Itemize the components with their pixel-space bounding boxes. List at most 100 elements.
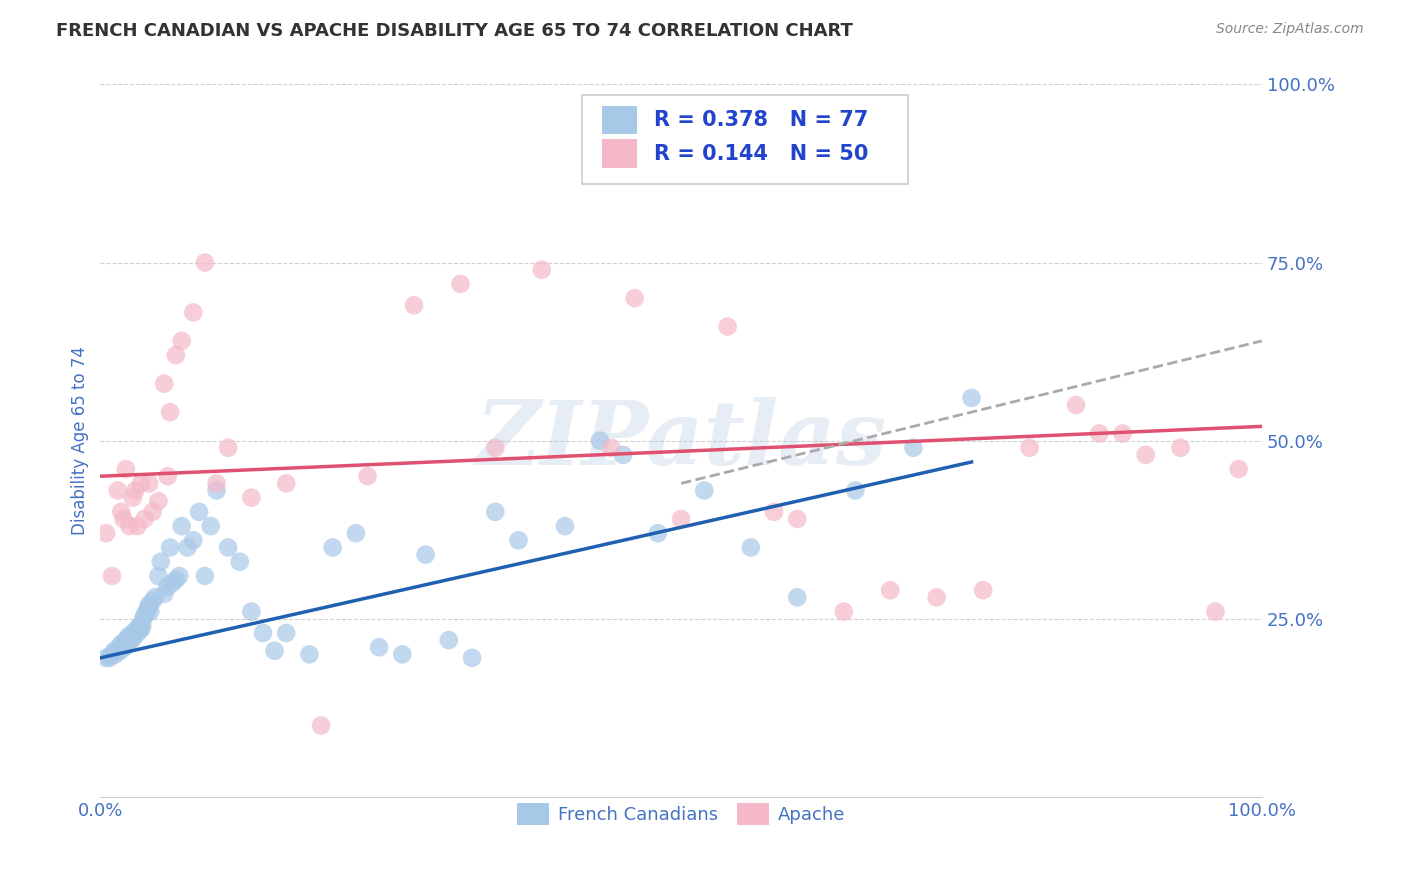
Point (104, 648, 127, 662)
Point (276, 626, 298, 640)
Point (217, 541, 239, 555)
Point (194, 255, 217, 269)
Point (101, 569, 124, 583)
Point (530, 262, 553, 277)
Point (484, 505, 506, 519)
Point (181, 533, 204, 548)
Point (165, 573, 187, 587)
Point (461, 651, 484, 665)
Point (200, 519, 222, 533)
Point (124, 626, 146, 640)
Point (124, 483, 146, 498)
Point (229, 555, 252, 569)
Point (110, 505, 132, 519)
Point (122, 630, 145, 644)
Point (159, 541, 181, 555)
Point (112, 637, 135, 651)
Point (127, 519, 149, 533)
Point (181, 305, 204, 319)
Point (153, 376, 176, 391)
Point (118, 519, 141, 533)
Point (415, 548, 437, 562)
Text: ZIPatlas: ZIPatlas (475, 397, 887, 483)
Point (217, 441, 239, 455)
Point (437, 633, 460, 648)
Point (693, 483, 716, 498)
Point (1018, 441, 1040, 455)
Point (121, 633, 143, 648)
Point (134, 608, 156, 623)
Point (139, 605, 162, 619)
Point (149, 555, 172, 569)
Point (111, 640, 134, 655)
Point (449, 277, 471, 291)
Point (131, 619, 153, 633)
Point (903, 441, 925, 455)
Point (120, 630, 142, 644)
Point (135, 605, 157, 619)
Point (647, 526, 669, 541)
Point (1135, 448, 1157, 462)
Text: Source: ZipAtlas.com: Source: ZipAtlas.com (1216, 22, 1364, 37)
Point (125, 623, 148, 637)
Point (129, 623, 152, 637)
Point (107, 644, 129, 658)
Point (138, 598, 160, 612)
Point (108, 640, 131, 655)
Point (879, 583, 901, 598)
FancyBboxPatch shape (602, 139, 637, 168)
Point (716, 319, 738, 334)
Text: FRENCH CANADIAN VS APACHE DISABILITY AGE 65 TO 74 CORRELATION CHART: FRENCH CANADIAN VS APACHE DISABILITY AGE… (56, 22, 853, 40)
Point (169, 569, 191, 583)
Point (508, 533, 530, 548)
Point (322, 541, 344, 555)
Point (240, 605, 263, 619)
Point (623, 291, 645, 305)
Point (194, 569, 217, 583)
Point (148, 569, 170, 583)
FancyBboxPatch shape (602, 106, 637, 135)
Point (1111, 426, 1133, 441)
Point (128, 623, 150, 637)
Point (101, 648, 124, 662)
Point (148, 494, 170, 508)
Point (142, 594, 165, 608)
Point (136, 601, 159, 615)
Point (127, 626, 149, 640)
Point (484, 441, 506, 455)
Point (1088, 426, 1111, 441)
Point (115, 637, 138, 651)
Point (1064, 398, 1087, 412)
Point (134, 512, 156, 526)
Point (165, 348, 187, 362)
Point (107, 483, 129, 498)
Point (115, 462, 138, 476)
Point (205, 476, 228, 491)
Text: R = 0.378   N = 77: R = 0.378 N = 77 (654, 110, 869, 130)
Point (960, 391, 983, 405)
Point (612, 448, 634, 462)
Point (368, 640, 391, 655)
Point (356, 469, 378, 483)
Point (589, 434, 612, 448)
Point (391, 648, 413, 662)
Point (1170, 441, 1192, 455)
Point (205, 483, 228, 498)
Point (117, 630, 139, 644)
Point (832, 605, 855, 619)
Point (138, 476, 160, 491)
Point (786, 512, 808, 526)
Point (118, 633, 141, 648)
Point (786, 591, 808, 605)
Point (170, 519, 193, 533)
Point (740, 541, 762, 555)
Point (554, 519, 576, 533)
Point (96, 526, 118, 541)
Point (162, 576, 184, 591)
Point (1204, 605, 1226, 619)
Point (263, 644, 285, 658)
Point (925, 591, 948, 605)
Point (103, 644, 125, 658)
Point (240, 491, 263, 505)
Point (122, 626, 145, 640)
